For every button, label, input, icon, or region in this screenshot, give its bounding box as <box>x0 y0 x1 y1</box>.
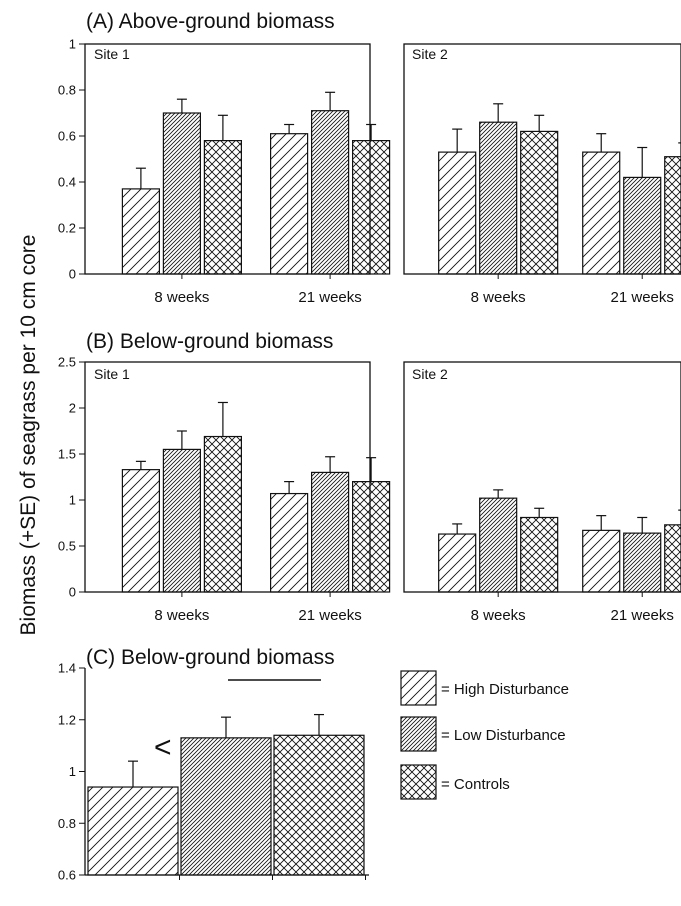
panel-b-site2-bar-high <box>438 533 477 593</box>
panel-b-site2-bar-low <box>479 497 518 593</box>
panel-a-site2-bar-ctrl <box>520 130 559 275</box>
legend-swatch-low-disturbance <box>400 716 437 752</box>
panel-c-bar-high <box>87 786 179 876</box>
panel-a-site2-bar-high <box>582 151 621 275</box>
legend-swatch-controls <box>400 764 437 800</box>
panel-c-ytick-label: 1.4 <box>58 661 76 676</box>
panel-a-site1-bar-high <box>121 188 161 275</box>
chart-marks: 0 0.2 0.4 0.6 0.8 1 8 weeks 21 weeks 8 weeks 21 w… <box>58 37 681 883</box>
legend: = High Disturbance = Low Disturbance = C… <box>400 670 569 800</box>
panel-b-category-label: 8 weeks <box>471 607 526 624</box>
panel-b-ytick-label: 0.5 <box>58 539 76 554</box>
panel-b-ytick-label: 2.5 <box>58 355 76 370</box>
panel-a-site2-label: Site 2 <box>412 46 448 62</box>
panel-b-site1-bar-high <box>270 492 309 593</box>
panel-b-ytick-label: 1 <box>69 493 76 508</box>
legend-label-low-disturbance: = Low Disturbance <box>441 727 566 744</box>
panel-a-site2-bar-high <box>438 151 477 275</box>
y-axis-label: Biomass (+SE) of seagrass per 10 cm core <box>17 235 40 636</box>
panel-b-category-label: 21 weeks <box>611 607 674 624</box>
legend-label-controls: = Controls <box>441 776 510 793</box>
panel-b-site2-label: Site 2 <box>412 366 448 382</box>
panel-b-ytick-label: 0 <box>69 585 76 600</box>
panel-b-site2-bar-high <box>582 529 621 593</box>
panel-a-site1-label: Site 1 <box>94 46 130 62</box>
panel-c-ytick-label: 1 <box>69 764 76 779</box>
legend-label-high-disturbance: = High Disturbance <box>441 681 569 698</box>
legend-swatch-high-disturbance <box>400 670 437 706</box>
panel-c-bar-ctrl <box>273 734 365 876</box>
panel-a-ytick-label: 0.8 <box>58 83 76 98</box>
panel-a-site1-bar-low <box>162 112 201 275</box>
panel-c-ytick-label: 0.8 <box>58 816 76 831</box>
panel-b-title: (B) Below-ground biomass <box>86 330 333 353</box>
panel-a-category-label: 21 weeks <box>611 289 674 306</box>
panel-a-site1-bar-ctrl <box>352 140 391 275</box>
less-than-annotation: < <box>154 731 172 764</box>
panel-b-site1-bar-ctrl <box>352 481 391 593</box>
panel-c-ytick-label: 1.2 <box>58 712 76 727</box>
panel-a-category-label: 8 weeks <box>471 289 526 306</box>
panel-a-ytick-label: 0.6 <box>58 129 76 144</box>
panel-a-ytick-label: 1 <box>69 37 76 52</box>
panel-a-ytick-label: 0 <box>69 267 76 282</box>
panel-b-site2-bar-low <box>623 532 662 593</box>
panel-a-category-label: 21 weeks <box>298 289 361 306</box>
panel-a-site2-bar-low <box>479 121 518 275</box>
panel-c-title: (C) Below-ground biomass <box>86 646 335 669</box>
panel-b-category-label: 21 weeks <box>298 607 361 624</box>
panel-b-ytick-label: 1.5 <box>58 447 76 462</box>
panel-c-ytick-label: 0.6 <box>58 868 76 883</box>
panel-b-site1-bar-low <box>162 448 201 593</box>
panel-b-site2-bar-ctrl <box>520 516 559 593</box>
panel-c-bar-low <box>180 737 272 876</box>
panel-b-site1-bar-ctrl <box>203 435 242 593</box>
panel-b-category-label: 8 weeks <box>154 607 209 624</box>
panel-a-title: (A) Above-ground biomass <box>86 10 335 33</box>
panel-b-site2-bar-ctrl <box>664 524 681 593</box>
panel-b-site1-bar-low <box>311 471 350 593</box>
panel-a-site1-bar-high <box>270 133 309 275</box>
panel-a-site2-bar-low <box>623 176 662 275</box>
panel-a-site1-bar-ctrl <box>203 140 242 275</box>
panel-a-category-label: 8 weeks <box>154 289 209 306</box>
panel-a-site1-bar-low <box>311 110 350 275</box>
panel-b-site1-bar-high <box>121 469 161 593</box>
panel-a-ytick-label: 0.2 <box>58 221 76 236</box>
panel-b-ytick-label: 2 <box>69 401 76 416</box>
panel-b-site1-label: Site 1 <box>94 366 130 382</box>
panel-a-ytick-label: 0.4 <box>58 175 76 190</box>
panel-a-site2-bar-ctrl <box>664 156 681 275</box>
